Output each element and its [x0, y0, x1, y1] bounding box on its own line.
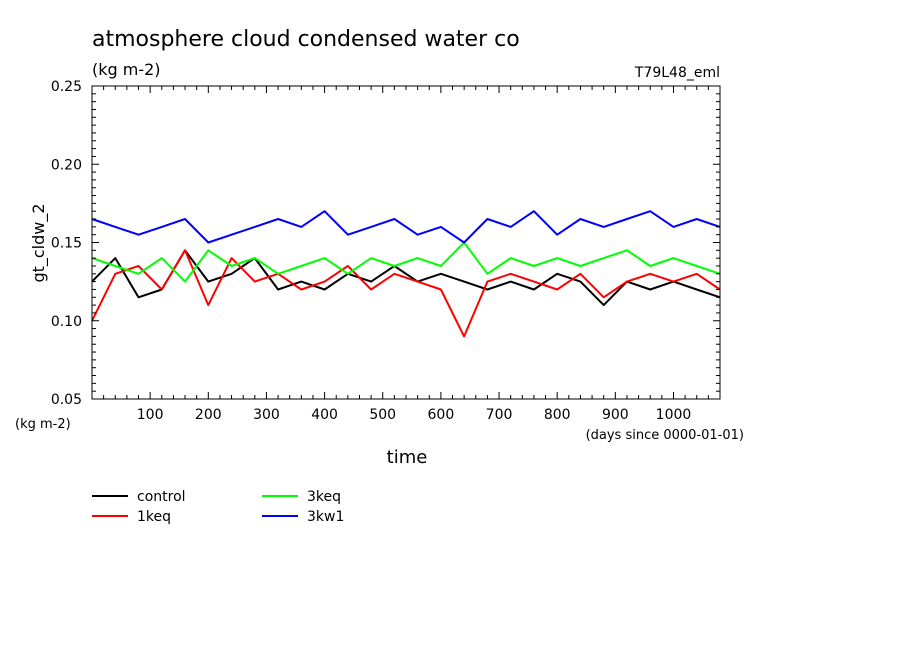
y-tick-label: 0.20 — [51, 157, 82, 173]
x-tick-label: 300 — [253, 407, 280, 423]
y-tick-label: 0.25 — [51, 79, 82, 95]
legend-label-2: 3keq — [307, 489, 341, 505]
x-tick-label: 200 — [195, 407, 222, 423]
series-line-2 — [91, 241, 721, 283]
y-tick-label: 0.10 — [51, 314, 82, 330]
x-tick-label: 500 — [369, 407, 396, 423]
chart-subtitle: (kg m-2) — [92, 60, 161, 79]
y-tick-label: 0.05 — [51, 392, 82, 408]
x-axis-label: time — [387, 447, 428, 468]
x-tick-label: 400 — [311, 407, 338, 423]
y-axis-label: gt_cldw_2 — [29, 203, 49, 282]
x-tick-label: 900 — [602, 407, 629, 423]
legend: control 1keq 3keq 3kw1 — [92, 489, 344, 525]
x-tick-label: 800 — [544, 407, 571, 423]
x-tick-label: 100 — [137, 407, 164, 423]
y-axis-units: (kg m-2) — [15, 417, 71, 432]
axes-layer: 100 200 300 400 500 600 700 800 900 1000 0.05 0.10 0… — [51, 79, 721, 423]
series-line-3 — [91, 210, 721, 244]
y-tick-label: 0.15 — [51, 236, 82, 252]
series-layer — [91, 210, 721, 338]
x-tick-label: 1000 — [656, 407, 692, 423]
plot-frame — [91, 85, 721, 400]
legend-label-3: 3kw1 — [307, 509, 344, 525]
legend-label-1: 1keq — [137, 509, 171, 525]
x-tick-label: 600 — [428, 407, 455, 423]
run-label: T79L48_eml — [634, 65, 720, 81]
legend-label-0: control — [137, 489, 186, 505]
chart-title: atmosphere cloud condensed water co — [92, 27, 520, 52]
series-line-1 — [91, 249, 721, 338]
x-tick-label: 700 — [486, 407, 513, 423]
x-axis-units: (days since 0000-01-01) — [586, 428, 744, 443]
